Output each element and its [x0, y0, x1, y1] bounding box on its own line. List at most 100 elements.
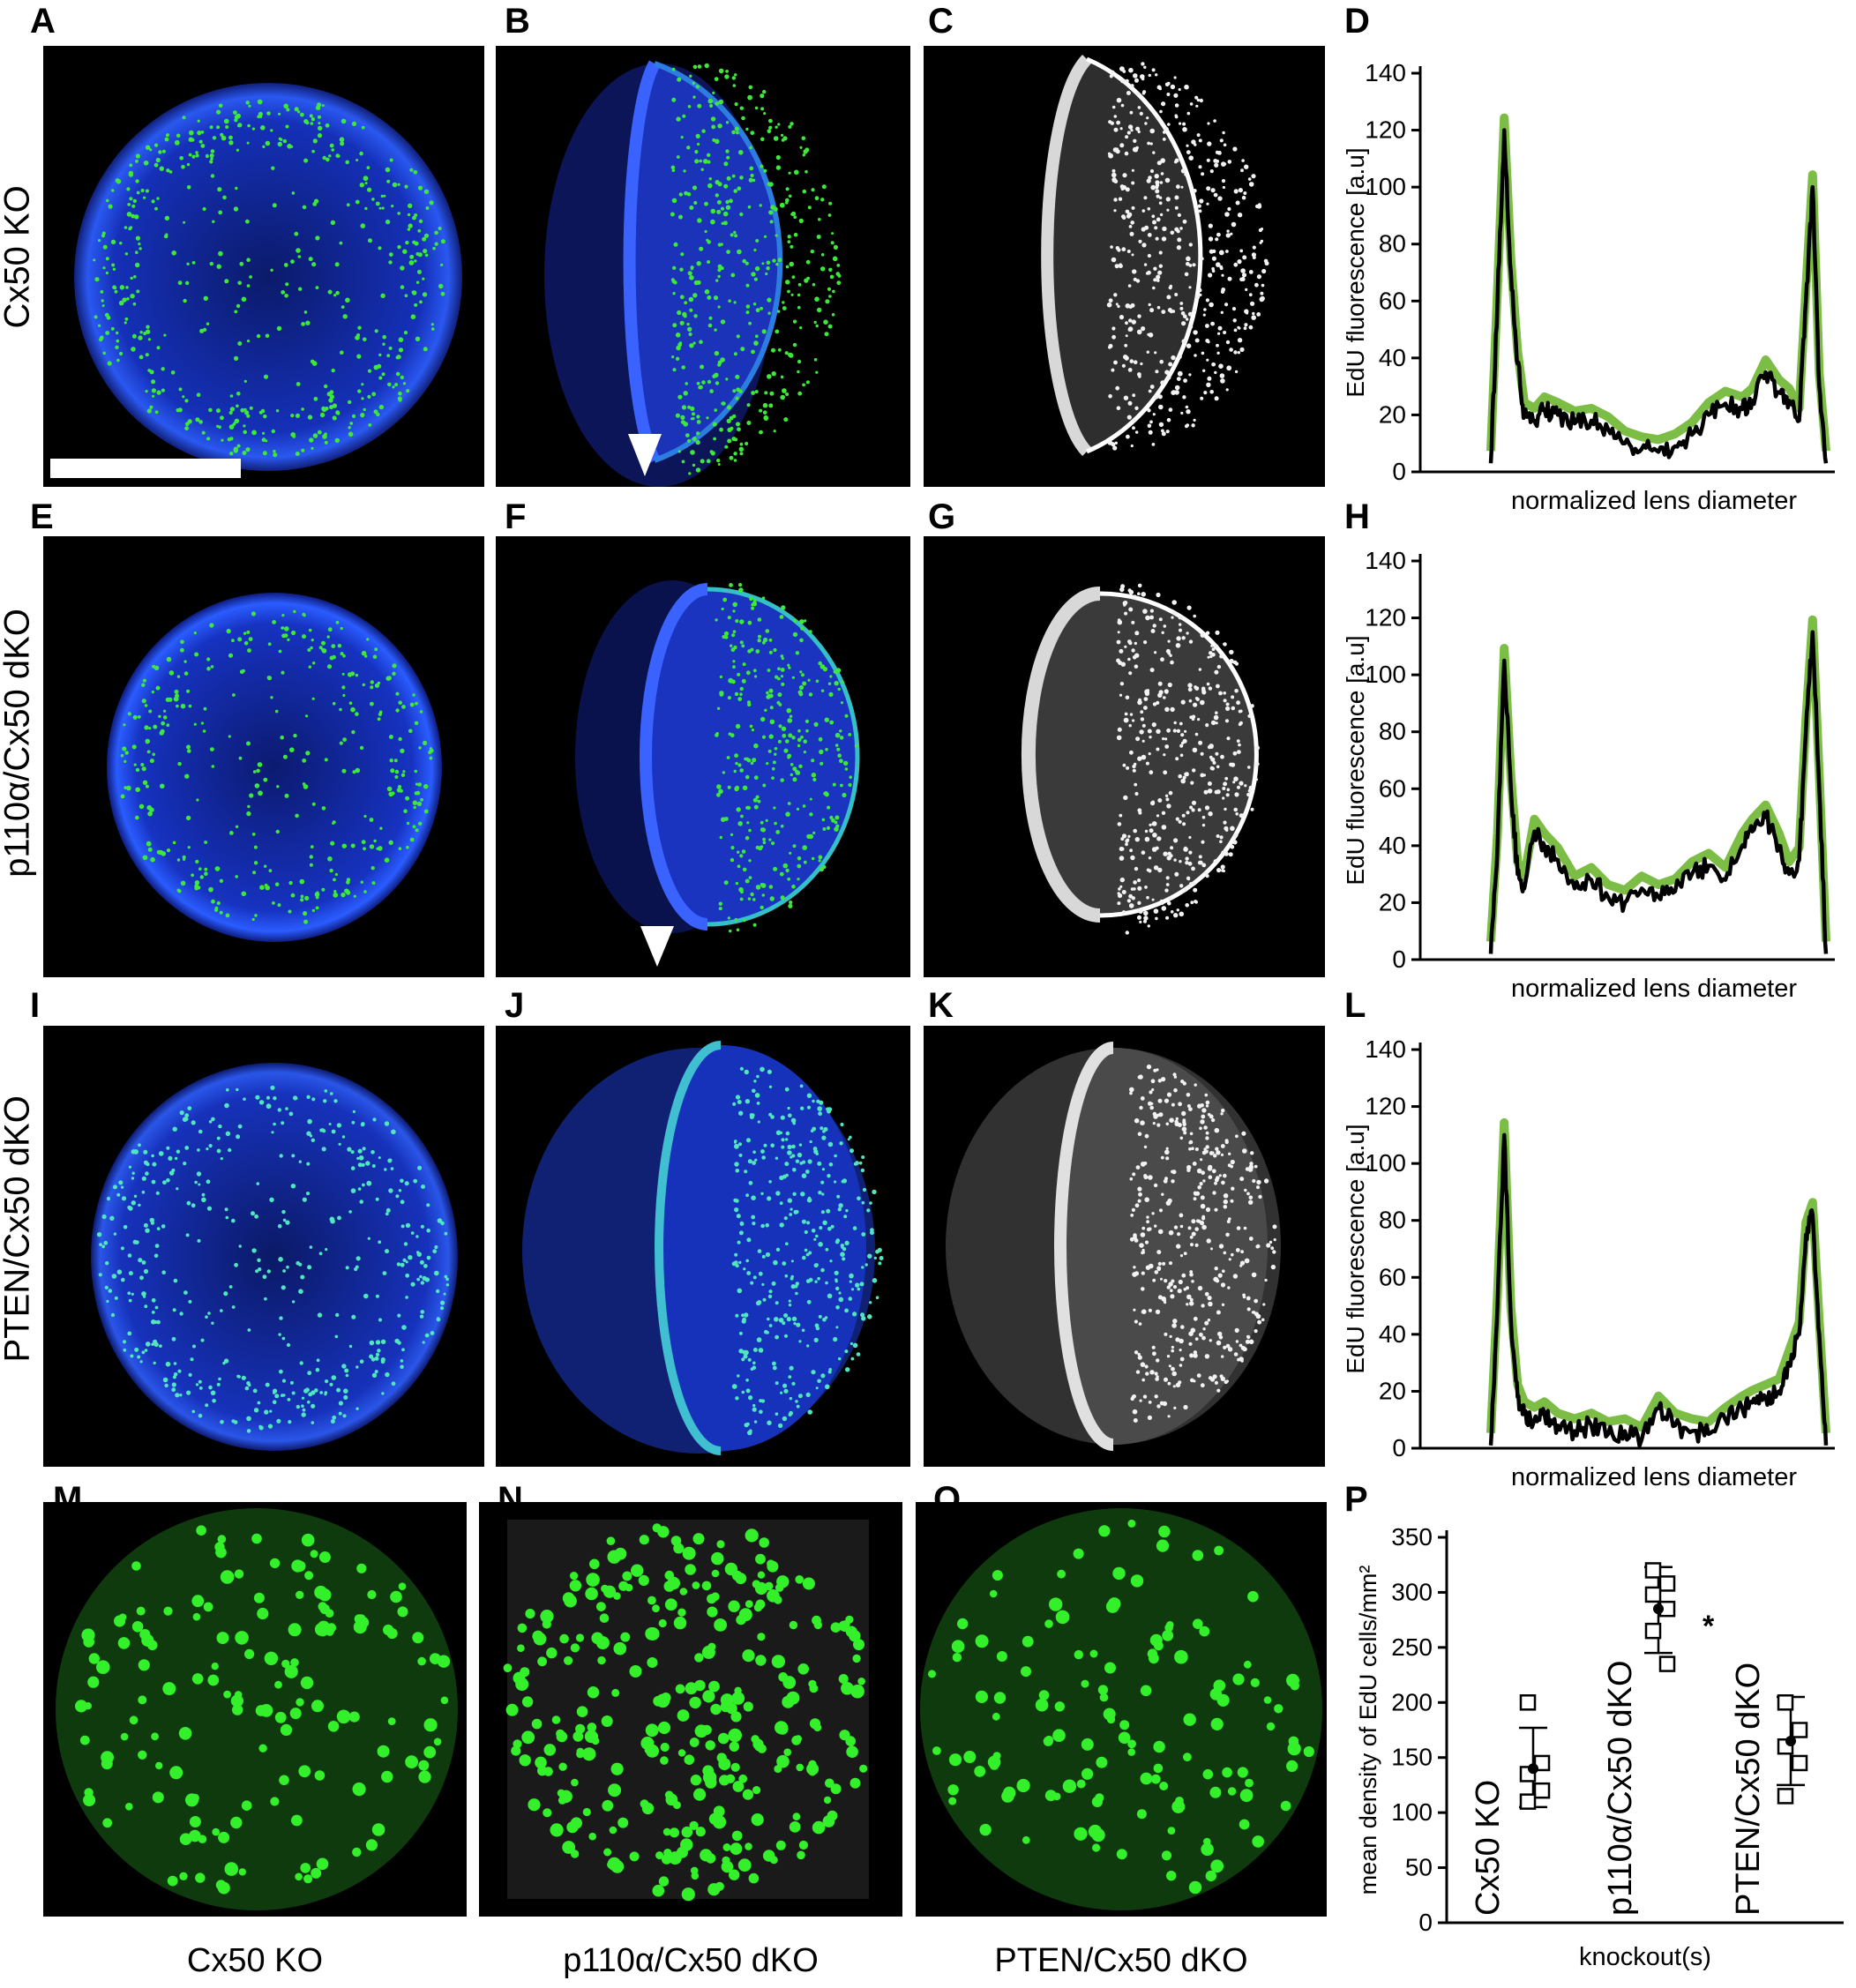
edu-dot	[731, 633, 736, 638]
edu-dot	[1143, 640, 1148, 645]
edu-dot	[1108, 153, 1113, 159]
edu-dot	[1160, 1155, 1164, 1160]
edu-dot	[802, 1160, 806, 1164]
edu-dot	[370, 701, 374, 706]
edu-dot	[1176, 184, 1180, 190]
edu-dot	[759, 1537, 769, 1548]
edu-dot	[153, 1253, 159, 1259]
edu-dot	[378, 710, 383, 714]
edu-dot	[194, 1180, 198, 1185]
edu-dot	[270, 1085, 275, 1090]
edu-dot	[1210, 188, 1216, 193]
edu-dot	[106, 198, 109, 203]
edu-dot	[707, 323, 713, 328]
edu-dot	[1158, 201, 1163, 206]
edu-dot	[745, 304, 751, 309]
edu-dot	[1179, 302, 1184, 305]
edu-dot	[188, 704, 192, 708]
edu-dot	[1223, 642, 1227, 646]
edu-dot	[1181, 636, 1186, 640]
edu-dot	[768, 1180, 772, 1184]
edu-dot	[1132, 768, 1136, 773]
edu-dot	[1175, 757, 1179, 761]
edu-dot	[185, 422, 190, 427]
edu-dot	[401, 1325, 407, 1330]
edu-dot	[771, 371, 776, 377]
edu-dot	[234, 355, 239, 361]
edu-dot	[714, 408, 717, 412]
edu-dot	[143, 196, 146, 199]
edu-dot	[1137, 1186, 1142, 1192]
edu-dot	[148, 709, 153, 714]
edu-dot	[777, 676, 781, 681]
edu-dot	[1213, 119, 1216, 123]
edu-dot	[754, 1158, 758, 1162]
edu-dot	[791, 1316, 797, 1322]
edu-dot	[297, 255, 302, 258]
edu-dot	[801, 1173, 807, 1178]
edu-dot	[355, 1265, 359, 1269]
edu-dot	[151, 199, 155, 204]
edu-dot	[831, 818, 835, 823]
edu-dot	[805, 259, 811, 265]
edu-dot	[153, 1342, 159, 1348]
edu-dot	[333, 294, 337, 297]
edu-dot	[138, 803, 145, 810]
edu-dot	[1127, 1748, 1135, 1756]
edu-dot	[696, 431, 700, 436]
edu-dot	[1128, 903, 1134, 908]
edu-dot	[1172, 1285, 1178, 1289]
edu-dot	[661, 1693, 671, 1703]
edu-dot	[385, 1212, 389, 1216]
edu-dot	[776, 700, 781, 705]
edu-dot	[269, 1409, 273, 1413]
significance-asterisk: *	[1703, 1610, 1715, 1643]
edu-dot	[1137, 106, 1141, 109]
edu-dot	[354, 1614, 364, 1624]
edu-dot	[111, 239, 116, 243]
edu-dot	[179, 1394, 183, 1397]
edu-dot	[767, 1560, 779, 1573]
edu-dot	[387, 382, 392, 387]
edu-dot	[156, 1319, 161, 1325]
edu-dot	[793, 1322, 797, 1326]
edu-dot	[138, 243, 141, 246]
edu-dot	[200, 1338, 205, 1342]
edu-dot	[1210, 321, 1215, 326]
edu-dot	[123, 759, 127, 763]
edu-dot	[847, 1138, 850, 1141]
edu-dot	[214, 908, 219, 912]
edu-dot	[1188, 850, 1193, 855]
edu-dot	[677, 1749, 686, 1757]
edu-dot	[798, 218, 804, 223]
edu-dot	[321, 1128, 325, 1132]
edu-dot	[715, 138, 720, 145]
edu-dot	[850, 1356, 855, 1361]
edu-dot	[826, 1208, 831, 1214]
edu-dot	[1200, 751, 1204, 756]
edu-dot	[1201, 1114, 1206, 1119]
edu-dot	[298, 1765, 311, 1778]
edu-dot	[216, 1136, 221, 1140]
edu-dot	[1234, 370, 1239, 374]
edu-dot	[1137, 699, 1142, 706]
edu-dot	[753, 804, 759, 810]
edu-dot	[717, 123, 722, 129]
edu-dot	[1224, 807, 1227, 811]
edu-dot	[788, 171, 791, 175]
edu-dot	[1200, 396, 1204, 400]
edu-dot	[824, 792, 829, 797]
edu-dot	[1254, 763, 1259, 767]
edu-dot	[210, 174, 215, 178]
edu-dot	[244, 410, 250, 415]
edu-dot	[174, 139, 180, 146]
edu-dot	[849, 1148, 854, 1154]
edu-dot	[357, 1162, 363, 1168]
edu-dot	[302, 1408, 306, 1412]
edu-dot	[343, 1388, 348, 1394]
edu-dot	[1189, 1353, 1194, 1358]
edu-dot	[809, 797, 812, 801]
edu-dot	[745, 127, 749, 131]
edu-dot	[133, 763, 137, 766]
edu-dot	[706, 459, 711, 464]
